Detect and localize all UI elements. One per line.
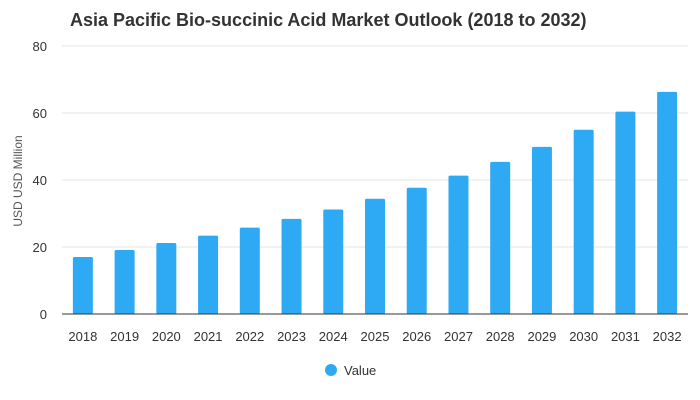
bar-2020[interactable] [156,242,177,314]
x-tick-label: 2031 [611,329,640,344]
legend-label-value: Value [344,363,376,378]
y-tick-label: 20 [33,240,47,255]
bar-2021[interactable] [198,235,219,314]
x-tick-label: 2023 [277,329,306,344]
bar-2029[interactable] [531,146,552,314]
x-tick-label: 2020 [152,329,181,344]
bar-2028[interactable] [490,161,511,314]
legend[interactable]: Value [325,363,376,378]
bar-2024[interactable] [323,209,344,314]
x-axis-ticks: 2018 2019 2020 2021 2022 2023 2024 2025 2026 2027… [68,329,681,344]
x-tick-label: 2024 [319,329,348,344]
x-tick-label: 2027 [444,329,473,344]
x-tick-label: 2030 [569,329,598,344]
bar-2019[interactable] [114,250,135,314]
y-tick-label: 40 [33,173,47,188]
x-tick-label: 2019 [110,329,139,344]
bar-2030[interactable] [573,129,594,314]
bar-2026[interactable] [406,187,427,314]
x-tick-label: 2021 [194,329,223,344]
x-tick-label: 2029 [527,329,556,344]
bar-2018[interactable] [72,257,93,314]
x-tick-label: 2032 [653,329,682,344]
y-axis-ticks: 0 20 40 60 80 [33,39,47,322]
bars [72,91,678,315]
x-tick-label: 2028 [486,329,515,344]
y-tick-label: 0 [40,307,47,322]
x-tick-label: 2025 [361,329,390,344]
bar-2031[interactable] [615,111,636,314]
legend-swatch-value [325,364,337,376]
chart-title: Asia Pacific Bio-succinic Acid Market Ou… [70,10,587,30]
bar-2023[interactable] [281,218,302,314]
bar-2022[interactable] [239,227,260,314]
y-axis-label: USD USD Million [11,135,25,226]
bar-2032[interactable] [657,91,678,315]
x-tick-label: 2026 [402,329,431,344]
y-tick-label: 80 [33,39,47,54]
x-tick-label: 2022 [235,329,264,344]
bar-2025[interactable] [365,198,385,314]
bar-2027[interactable] [448,175,469,314]
y-tick-label: 60 [33,106,47,121]
x-tick-label: 2018 [68,329,97,344]
